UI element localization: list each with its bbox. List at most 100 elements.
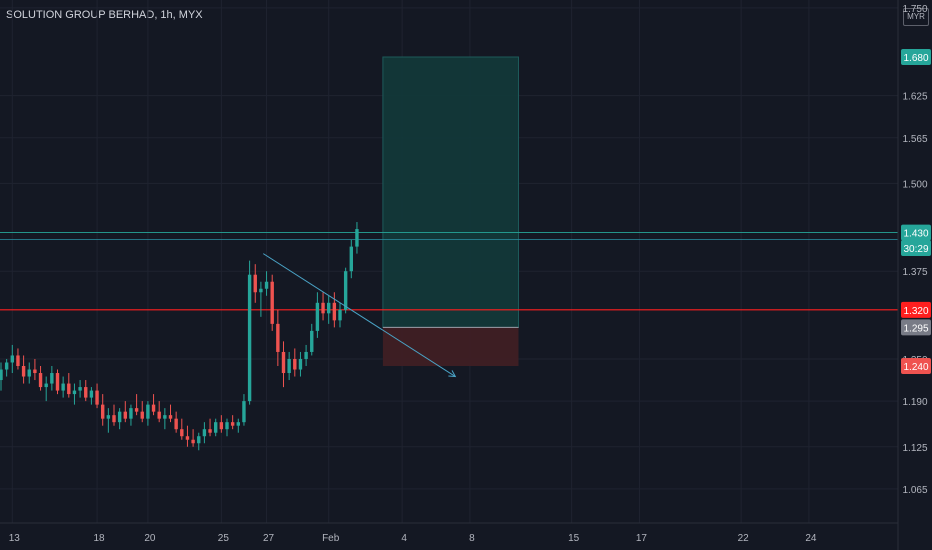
candle[interactable] bbox=[219, 422, 224, 430]
price-badge bbox=[901, 240, 931, 257]
candle[interactable] bbox=[168, 415, 173, 419]
candle[interactable] bbox=[4, 362, 9, 370]
candle[interactable] bbox=[315, 302, 320, 331]
candle[interactable] bbox=[287, 358, 291, 374]
candle[interactable] bbox=[55, 373, 60, 391]
candle[interactable] bbox=[27, 369, 31, 377]
candle[interactable] bbox=[321, 302, 325, 314]
candle[interactable] bbox=[151, 404, 156, 412]
candle[interactable] bbox=[129, 408, 133, 419]
y-tick-label: 1.625 bbox=[902, 92, 927, 103]
candle[interactable] bbox=[242, 401, 246, 423]
price-badge-label: 1.320 bbox=[903, 306, 928, 317]
candle[interactable] bbox=[106, 415, 111, 419]
price-badge-label: 1.240 bbox=[903, 362, 928, 373]
y-tick-label: 1.065 bbox=[902, 485, 927, 496]
candle[interactable] bbox=[117, 411, 122, 423]
candle[interactable] bbox=[157, 411, 161, 419]
candle[interactable] bbox=[332, 302, 337, 321]
x-tick-label: 25 bbox=[218, 533, 230, 544]
candle[interactable] bbox=[281, 351, 286, 374]
candle[interactable] bbox=[343, 271, 348, 310]
candle[interactable] bbox=[253, 274, 257, 293]
x-tick-label: 20 bbox=[144, 533, 156, 544]
price-badge-label: 1.680 bbox=[903, 53, 928, 64]
candle[interactable] bbox=[338, 309, 342, 321]
x-tick-label: 13 bbox=[9, 533, 21, 544]
candle[interactable] bbox=[140, 411, 144, 419]
candle[interactable] bbox=[310, 330, 314, 352]
price-badge bbox=[901, 49, 931, 65]
candle[interactable] bbox=[112, 415, 116, 423]
price-badge-label: 1.295 bbox=[903, 323, 928, 334]
candle[interactable] bbox=[174, 418, 178, 430]
candle[interactable] bbox=[327, 302, 331, 314]
candle[interactable] bbox=[44, 383, 48, 388]
candle[interactable] bbox=[304, 351, 308, 359]
chart-title: SOLUTION GROUP BERHAD, 1h, MYX bbox=[6, 9, 203, 21]
x-tick-label: 24 bbox=[805, 533, 817, 544]
candle[interactable] bbox=[67, 383, 71, 395]
candle[interactable] bbox=[208, 429, 212, 433]
x-tick-label: 27 bbox=[263, 533, 275, 544]
candle[interactable] bbox=[293, 358, 297, 370]
candle[interactable] bbox=[84, 387, 88, 398]
price-badge-label: 30:29 bbox=[903, 244, 928, 255]
candle[interactable] bbox=[163, 415, 167, 419]
target-zone[interactable] bbox=[382, 56, 519, 328]
candle[interactable] bbox=[202, 429, 207, 437]
candle[interactable] bbox=[180, 429, 184, 437]
candle[interactable] bbox=[349, 246, 353, 272]
candle[interactable] bbox=[38, 373, 43, 388]
price-badge bbox=[901, 224, 931, 241]
price-badge bbox=[901, 301, 931, 318]
y-tick-label: 1.500 bbox=[902, 179, 927, 190]
candle[interactable] bbox=[21, 366, 26, 377]
x-tick-label: Feb bbox=[322, 533, 340, 544]
y-tick-label: 1.375 bbox=[902, 267, 927, 278]
candle[interactable] bbox=[101, 404, 105, 419]
candle[interactable] bbox=[33, 369, 37, 374]
candle[interactable] bbox=[10, 355, 14, 363]
price-badge bbox=[901, 358, 931, 374]
price-badge-label: 1.430 bbox=[903, 229, 928, 240]
candle[interactable] bbox=[61, 383, 65, 391]
candle[interactable] bbox=[50, 373, 54, 384]
stop-zone[interactable] bbox=[382, 327, 519, 366]
candle[interactable] bbox=[134, 408, 139, 412]
candle[interactable] bbox=[236, 422, 240, 426]
candle[interactable] bbox=[123, 411, 127, 419]
candle[interactable] bbox=[247, 274, 252, 402]
candle[interactable] bbox=[185, 436, 190, 440]
trend-line[interactable] bbox=[262, 253, 456, 377]
y-tick-label: 1.750 bbox=[902, 4, 927, 15]
candle[interactable] bbox=[270, 281, 274, 324]
candle[interactable] bbox=[146, 404, 150, 419]
x-tick-label: 22 bbox=[738, 533, 750, 544]
x-tick-label: 15 bbox=[568, 533, 580, 544]
candle[interactable] bbox=[276, 323, 280, 352]
candle[interactable] bbox=[230, 422, 235, 426]
candle[interactable] bbox=[72, 390, 77, 395]
candle[interactable] bbox=[78, 387, 82, 391]
price-badge bbox=[901, 319, 931, 336]
candle[interactable] bbox=[89, 390, 94, 398]
candle[interactable] bbox=[259, 288, 263, 293]
x-tick-label: 4 bbox=[401, 533, 407, 544]
candle[interactable] bbox=[298, 358, 303, 370]
x-tick-label: 8 bbox=[469, 533, 475, 544]
trend-arrow-head bbox=[448, 370, 457, 378]
candle[interactable] bbox=[225, 422, 229, 430]
candle[interactable] bbox=[214, 422, 218, 433]
y-tick-label: 1.565 bbox=[902, 134, 927, 145]
candle[interactable] bbox=[0, 369, 3, 381]
candle[interactable] bbox=[355, 229, 359, 247]
y-tick-label: 1.125 bbox=[902, 443, 927, 454]
currency-button[interactable]: MYR bbox=[903, 8, 929, 26]
candle[interactable] bbox=[191, 439, 195, 444]
candle[interactable] bbox=[95, 390, 99, 405]
candle[interactable] bbox=[197, 436, 201, 444]
candle[interactable] bbox=[16, 355, 20, 366]
candle[interactable] bbox=[264, 281, 269, 289]
